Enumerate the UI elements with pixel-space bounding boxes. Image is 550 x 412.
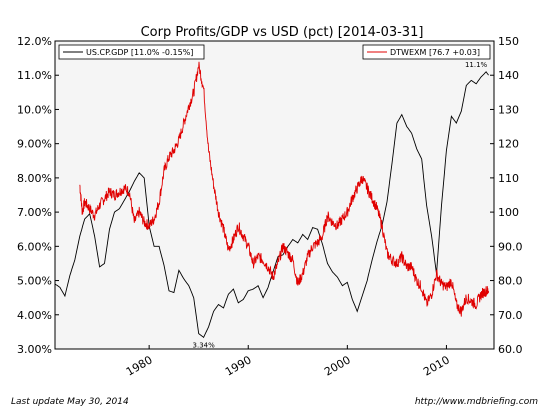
series-layer bbox=[54, 61, 489, 339]
y-right-tick-label: 140 bbox=[498, 69, 519, 82]
y-left-tick-label: 12.0% bbox=[17, 35, 52, 48]
y-right-tick-label: 90.0 bbox=[498, 240, 523, 253]
legend-left-box bbox=[58, 44, 205, 60]
chart-title: Corp Profits/GDP vs USD (pct) [2014-03-3… bbox=[141, 25, 424, 40]
y-left-tick-label: 6.00% bbox=[17, 240, 52, 253]
y-left-tick-label: 3.00% bbox=[17, 343, 52, 356]
y-left-tick-label: 7.00% bbox=[17, 206, 52, 219]
x-tick-label: 2000 bbox=[322, 353, 353, 378]
y-left-tick-label: 5.00% bbox=[17, 275, 52, 288]
plot-frame bbox=[54, 40, 495, 350]
y-right-tick-label: 60.0 bbox=[498, 343, 523, 356]
annotation-label: 3.34% bbox=[193, 341, 216, 349]
y-right-tick-label: 130 bbox=[498, 103, 519, 116]
x-tick-label: 1980 bbox=[124, 353, 155, 378]
last-update-text: Last update May 30, 2014 bbox=[11, 397, 129, 407]
legend-right: DTWEXM [76.7 +0.03] bbox=[362, 44, 491, 60]
y-right-tick-label: 100 bbox=[498, 206, 519, 219]
y-left-tick-label: 11.0% bbox=[17, 69, 52, 82]
x-tick-label: 1990 bbox=[223, 353, 254, 378]
y-right-tick-label: 110 bbox=[498, 172, 519, 185]
legend-right-label: DTWEXM [76.7 +0.03] bbox=[390, 48, 480, 57]
annotation-label: 11.1% bbox=[465, 61, 488, 69]
x-tick-label: 2010 bbox=[421, 353, 452, 378]
y-right-tick-label: 70.0 bbox=[498, 309, 523, 322]
y-left-tick-label: 8.00% bbox=[17, 172, 52, 185]
y-right-tick-label: 80.0 bbox=[498, 275, 523, 288]
y-left-tick-label: 9.00% bbox=[17, 138, 52, 151]
legend-left-label: US.CP.GDP [11.0% -0.15%] bbox=[86, 48, 193, 57]
y-right-tick-label: 120 bbox=[498, 138, 519, 151]
y-right-tick-label: 150 bbox=[498, 35, 519, 48]
legend-right-box bbox=[362, 44, 491, 60]
legend-left: US.CP.GDP [11.0% -0.15%] bbox=[58, 44, 205, 60]
y-left-tick-label: 10.0% bbox=[17, 103, 52, 116]
source-url-link[interactable]: http://www.mdbriefing.com bbox=[414, 397, 538, 407]
y-left-tick-label: 4.00% bbox=[17, 309, 52, 322]
series-line-dtwexm bbox=[79, 61, 489, 317]
